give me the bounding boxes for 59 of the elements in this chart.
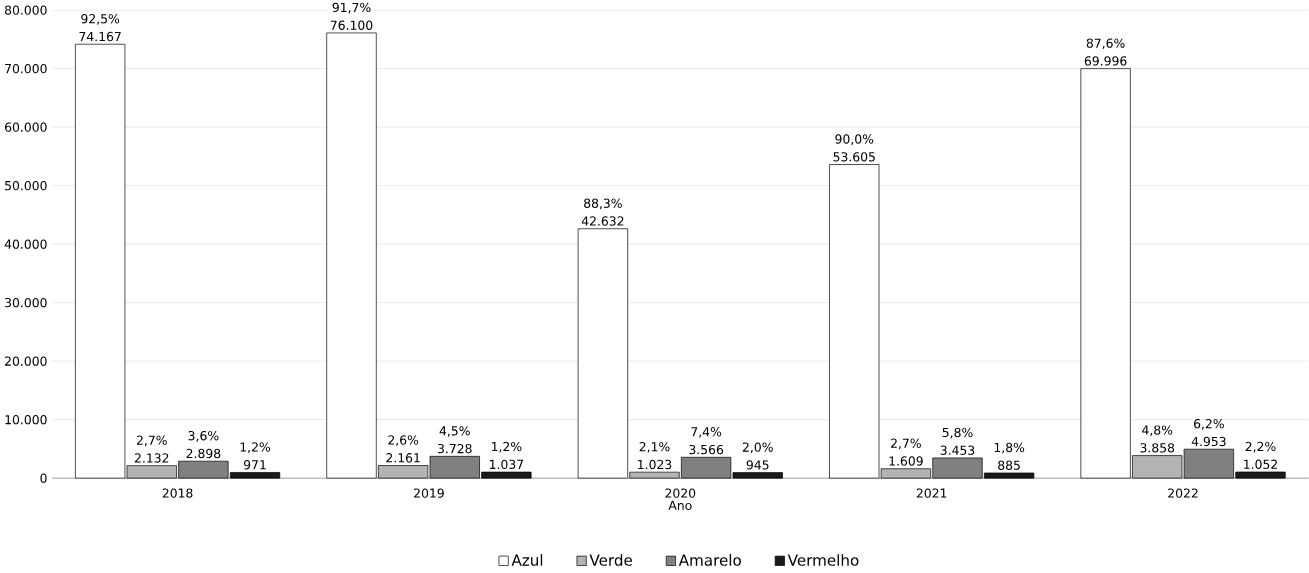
legend-label: Amarelo: [678, 554, 741, 566]
annotation: 1,2%: [240, 442, 271, 453]
data-label: 53.605: [833, 152, 875, 162]
data-label: 69.996: [1084, 56, 1127, 66]
x-tick-label: 2019: [414, 488, 444, 498]
y-tick-label: 0: [40, 473, 47, 483]
annotation: 2,0%: [742, 442, 773, 454]
annotation: 2,6%: [388, 435, 419, 446]
y-tick-label: 70.000: [5, 63, 47, 74]
annotation: 92,5%: [81, 14, 120, 25]
annotation: 1,2%: [492, 441, 522, 453]
data-label: 3.728: [437, 443, 472, 454]
annotation: 2,2%: [1245, 441, 1276, 453]
data-label: 971: [243, 460, 266, 470]
legend-label: Vermelho: [787, 554, 859, 566]
y-tick-label: 50.000: [5, 180, 47, 191]
y-tick-label: 30.000: [5, 297, 47, 308]
annotation: 7,4%: [691, 427, 722, 438]
data-label: 3.453: [940, 445, 975, 455]
data-label: 2.132: [134, 453, 169, 463]
annotation: 1,8%: [994, 442, 1025, 454]
annotation: 87,6%: [1086, 38, 1125, 50]
x-tick-label: 2021: [916, 488, 947, 498]
y-tick-label: 40.000: [4, 239, 47, 249]
annotation: 2,7%: [891, 438, 921, 450]
data-label: 885: [998, 460, 1020, 470]
x-tick-label: 2018: [162, 488, 193, 498]
data-label: 4.953: [1191, 436, 1226, 447]
data-label: 945: [746, 460, 769, 470]
annotation: 3,6%: [188, 431, 219, 442]
annotation: 88,3%: [584, 198, 622, 210]
data-label: 1.037: [490, 459, 524, 470]
x-tick-label: 2020: [665, 488, 696, 498]
legend-label: Verde: [589, 554, 633, 566]
annotation: 2,1%: [639, 441, 670, 453]
y-tick-label: 10.000: [5, 414, 47, 425]
data-label: 74.167: [79, 31, 121, 42]
data-label: 3.858: [1140, 443, 1175, 453]
data-label: 2.898: [186, 448, 221, 459]
x-tick-label: 2022: [1168, 488, 1198, 498]
annotation: 90,0%: [835, 134, 874, 145]
y-tick-label: 80.000: [4, 5, 47, 15]
annotation: 4,5%: [439, 426, 470, 437]
data-label: 1.023: [638, 459, 672, 470]
y-tick-label: 20.000: [5, 356, 47, 366]
data-label: 1.052: [1244, 459, 1277, 469]
annotation: 6,2%: [1193, 418, 1224, 430]
annotation: 4,8%: [1142, 425, 1173, 437]
y-tick-label: 60.000: [5, 122, 47, 132]
annotation: 5,8%: [942, 427, 973, 439]
x-axis-title: Ano: [668, 500, 692, 511]
data-label: 2.161: [386, 453, 420, 463]
annotation: 2,7%: [136, 435, 167, 447]
data-label: 76.100: [330, 20, 373, 30]
data-label: 1.609: [889, 456, 923, 466]
annotation: 91,7%: [332, 2, 371, 14]
legend-label: Azul: [511, 554, 543, 566]
data-label: 3.566: [689, 444, 724, 455]
data-label: 42.632: [581, 216, 624, 226]
